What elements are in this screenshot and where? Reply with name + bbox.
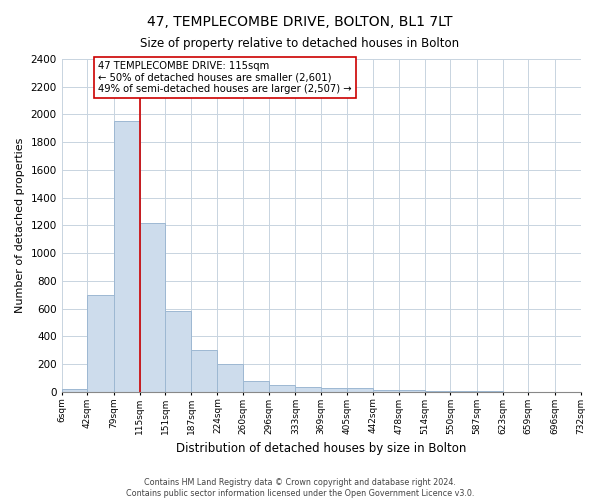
Bar <box>88 294 114 392</box>
Bar <box>321 388 347 392</box>
Text: Contains HM Land Registry data © Crown copyright and database right 2024.
Contai: Contains HM Land Registry data © Crown c… <box>126 478 474 498</box>
Bar <box>140 222 165 392</box>
Bar <box>295 387 321 392</box>
Y-axis label: Number of detached properties: Number of detached properties <box>15 138 25 313</box>
Bar <box>425 391 451 392</box>
Bar <box>114 122 140 392</box>
Bar <box>269 386 295 392</box>
Bar <box>347 388 373 392</box>
Text: 47 TEMPLECOMBE DRIVE: 115sqm
← 50% of detached houses are smaller (2,601)
49% of: 47 TEMPLECOMBE DRIVE: 115sqm ← 50% of de… <box>98 60 352 94</box>
Bar <box>217 364 243 392</box>
Bar <box>243 380 269 392</box>
Bar <box>62 389 88 392</box>
Bar <box>165 312 191 392</box>
Text: 47, TEMPLECOMBE DRIVE, BOLTON, BL1 7LT: 47, TEMPLECOMBE DRIVE, BOLTON, BL1 7LT <box>147 15 453 29</box>
Bar <box>373 390 399 392</box>
Bar <box>191 350 217 392</box>
Text: Size of property relative to detached houses in Bolton: Size of property relative to detached ho… <box>140 38 460 51</box>
Bar <box>399 390 425 392</box>
X-axis label: Distribution of detached houses by size in Bolton: Distribution of detached houses by size … <box>176 442 466 455</box>
